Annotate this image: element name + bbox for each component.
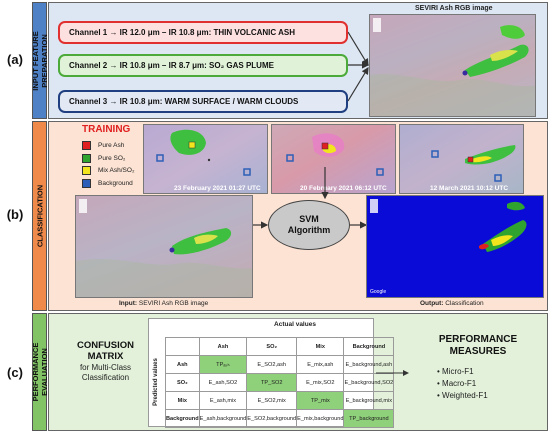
- table-row: SO₂ E_ash,SO2 TP_SO2 E_mix,SO2 E_backgro…: [165, 373, 395, 392]
- section-c-letter: (c): [7, 365, 23, 380]
- training-date-2: 20 February 2021 06:12 UTC: [300, 185, 387, 192]
- table-row: Ash TPₐₛₕ E_SO2,ash E_mix,ash E_backgrou…: [165, 355, 395, 374]
- classification-input-map: [75, 195, 253, 298]
- training-date-3: 12 March 2021 10:12 UTC: [430, 185, 509, 192]
- input-caption-text: SEVIRI Ash RGB image: [137, 300, 209, 307]
- channel-2-box: Channel 2 → IR 10.8 μm – IR 8.7 μm: SO₂ …: [58, 54, 348, 77]
- input-caption-bold: Input:: [119, 300, 138, 307]
- performance-measures-list: • Micro-F1 • Macro-F1 • Weighted-F1: [437, 367, 488, 403]
- svm-algorithm-ellipse: SVM Algorithm: [268, 200, 350, 250]
- row-header: Background: [165, 409, 200, 428]
- row-header: Ash: [165, 355, 200, 374]
- confusion-matrix: Actual values Predicted values Ash SO₂ M…: [148, 318, 395, 428]
- channel-arrows: [348, 31, 370, 102]
- training-panel: TRAINING Pure Ash Pure SO₂ Mix Ash/SO₂ B…: [78, 124, 548, 188]
- confusion-matrix-subtitle: for Multi-Class Classification: [79, 363, 132, 382]
- column-header: Background: [343, 337, 395, 356]
- confusion-matrix-title: CONFUSION MATRIX: [77, 340, 134, 362]
- row-header: SO₂: [165, 373, 200, 392]
- legend-item: Pure Ash: [82, 141, 134, 150]
- seviri-input-map: [369, 14, 536, 117]
- section-a-sidebar: INPUT FEATURE PREPARATION: [30, 2, 49, 119]
- matrix-cell: E_SO2,background: [246, 409, 298, 428]
- map-credit: Google: [370, 289, 387, 295]
- section-b-sidebar: CLASSIFICATION: [32, 121, 47, 311]
- legend-item: Mix Ash/SO₂: [82, 166, 134, 175]
- matrix-cell: E_background,mix: [343, 391, 395, 410]
- legend-label: Mix Ash/SO₂: [98, 167, 135, 174]
- measure-item: • Macro-F1: [437, 379, 477, 388]
- output-caption-bold: Output:: [420, 300, 444, 307]
- channel-3-box: Channel 3 → IR 10.8 μm: WARM SURFACE / W…: [58, 90, 348, 113]
- channel-1-box: Channel 1 → IR 12.0 μm – IR 10.8 μm: THI…: [58, 21, 348, 44]
- section-a-label: INPUT FEATURE PREPARATION: [30, 30, 49, 91]
- training-map-1: 23 February 2021 01:27 UTC: [143, 124, 268, 194]
- input-caption: Input: SEVIRI Ash RGB image: [119, 300, 208, 307]
- column-header: Mix: [296, 337, 345, 356]
- section-c-sidebar: PERFORMANCE EVALUATION: [30, 313, 49, 431]
- column-header: Ash: [198, 337, 248, 356]
- matrix-cell: E_mix,SO2: [296, 373, 345, 392]
- section-b-label: CLASSIFICATION: [35, 184, 44, 248]
- training-legend: Pure Ash Pure SO₂ Mix Ash/SO₂ Background: [82, 141, 134, 191]
- section-b-letter: (b): [6, 207, 24, 222]
- matrix-cell: E_mix,ash: [296, 355, 345, 374]
- predicted-values-text: Predicted values: [153, 357, 159, 406]
- row-header: Mix: [165, 391, 200, 410]
- matrix-cell: TP_mix: [296, 391, 345, 410]
- section-a-letter: (a): [7, 52, 23, 67]
- measure-item: • Weighted-F1: [437, 391, 488, 400]
- matrix-cell: E_mix,background: [296, 409, 345, 428]
- performance-measures-title: PERFORMANCE MEASURES: [438, 334, 518, 357]
- training-map-2: 20 February 2021 06:12 UTC: [271, 124, 396, 194]
- matrix-cell: TP_SO2: [246, 373, 298, 392]
- table-row: Mix E_ash,mix E_SO2,mix TP_mix E_backgro…: [165, 391, 395, 410]
- output-caption: Output: Classification: [420, 300, 484, 307]
- column-header: SO₂: [246, 337, 298, 356]
- measures-arrow: [376, 370, 409, 376]
- legend-item: Background: [82, 178, 134, 188]
- legend-swatch: [82, 178, 91, 188]
- actual-values-label: Actual values: [274, 321, 316, 328]
- measure-label: Weighted-F1: [442, 391, 488, 400]
- legend-swatch: [82, 153, 91, 163]
- predicted-values-label: Predicted values: [149, 337, 163, 426]
- matrix-cell: TP_background: [343, 409, 395, 428]
- legend-swatch: [82, 166, 91, 175]
- classification-output-map: Google: [366, 195, 544, 298]
- training-title: TRAINING: [82, 124, 131, 135]
- matrix-cell: TPₐₛₕ: [198, 355, 248, 374]
- matrix-cell: E_SO2,ash: [246, 355, 298, 374]
- legend-label: Pure Ash: [98, 142, 125, 149]
- legend-swatch: [82, 141, 91, 150]
- legend-label: Background: [98, 179, 133, 187]
- legend-label: Pure SO₂: [98, 154, 126, 162]
- measure-label: Micro-F1: [442, 367, 474, 376]
- confusion-matrix-table: Ash SO₂ Mix Background Ash TPₐₛₕ E_SO2,a…: [165, 337, 395, 428]
- corner-cell: [165, 337, 200, 356]
- training-date-1: 23 February 2021 01:27 UTC: [174, 185, 261, 192]
- measure-item: • Micro-F1: [437, 367, 474, 376]
- training-map-3: 12 March 2021 10:12 UTC: [399, 124, 524, 194]
- measure-label: Macro-F1: [442, 379, 477, 388]
- section-c-label: PERFORMANCE EVALUATION: [30, 342, 49, 402]
- legend-item: Pure SO₂: [82, 153, 134, 163]
- classification-arrows: [253, 167, 368, 229]
- table-row: Background E_ash,background E_SO2,backgr…: [165, 409, 395, 428]
- output-caption-text: Classification: [443, 300, 484, 307]
- svm-algorithm-label: SVM Algorithm: [287, 214, 331, 235]
- matrix-cell: E_SO2,mix: [246, 391, 298, 410]
- matrix-cell: E_ash,background: [198, 409, 248, 428]
- matrix-cell: E_ash,mix: [198, 391, 248, 410]
- matrix-cell: E_ash,SO2: [198, 373, 248, 392]
- seviri-image-title: SEVIRI Ash RGB image: [415, 5, 493, 12]
